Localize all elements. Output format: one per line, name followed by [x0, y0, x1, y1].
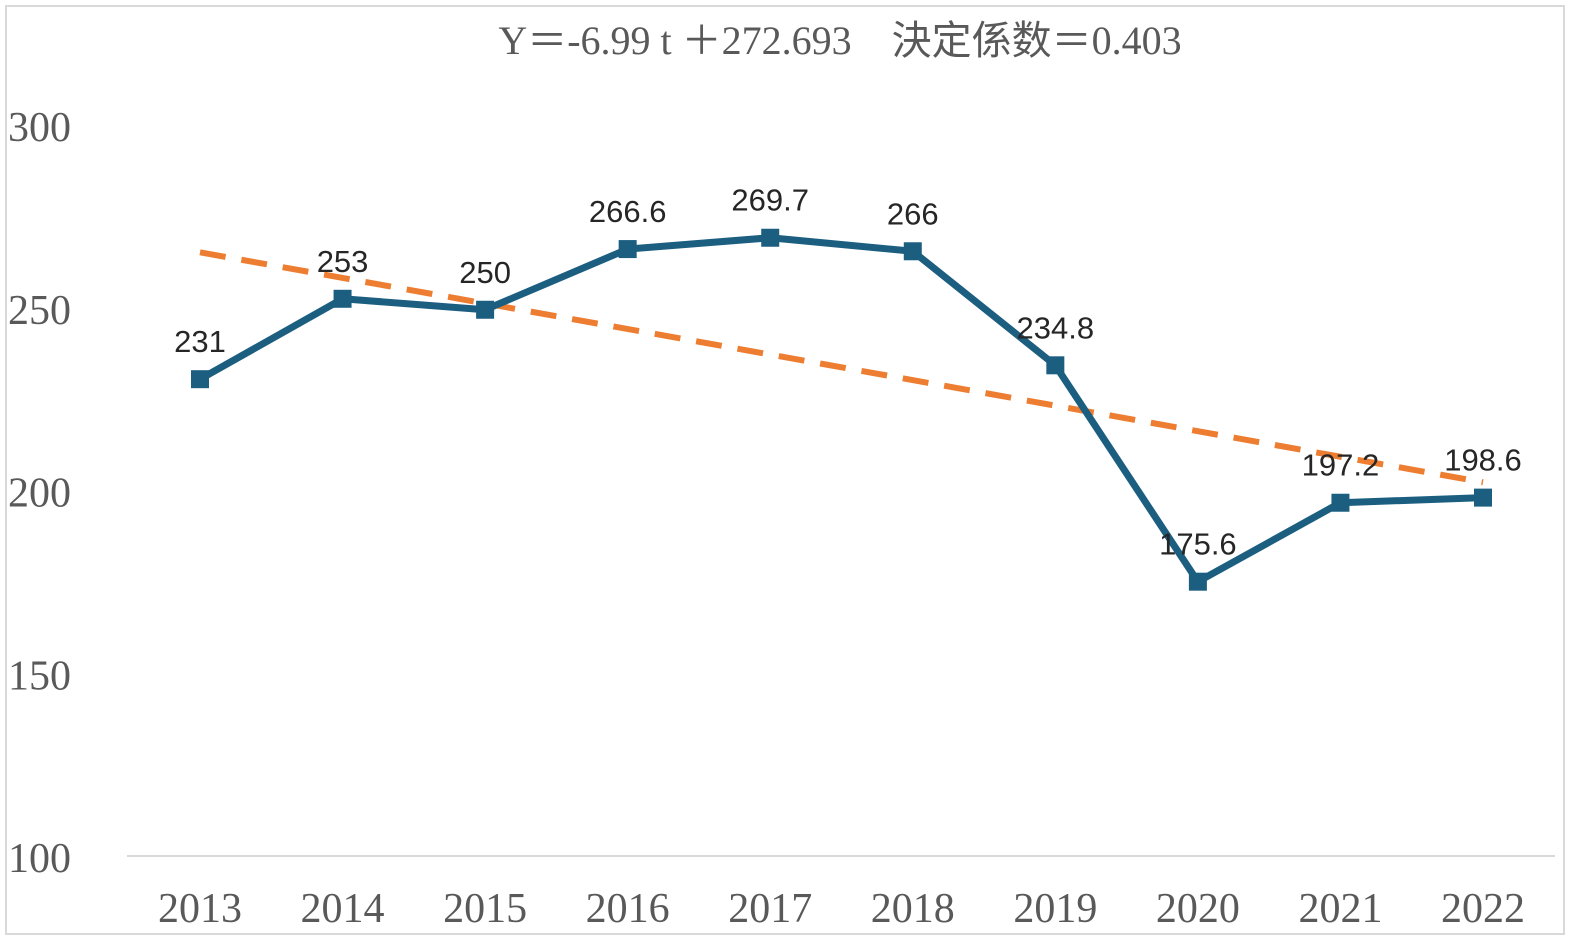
data-label: 198.6: [1444, 443, 1522, 478]
data-label: 197.2: [1302, 448, 1380, 483]
chart-border: [5, 5, 1565, 935]
y-tick-label: 200: [8, 471, 71, 517]
data-label: 266: [887, 196, 939, 231]
data-point-marker: [333, 289, 352, 308]
data-point-marker: [903, 242, 922, 261]
data-label: 250: [459, 255, 511, 290]
y-tick-label: 150: [8, 653, 71, 699]
data-label: 231: [174, 324, 226, 359]
x-tick-label: 2018: [871, 886, 955, 932]
data-point-marker: [761, 228, 780, 247]
data-point-marker: [1188, 572, 1207, 591]
data-point-marker: [476, 300, 495, 319]
x-tick-label: 2016: [586, 886, 670, 932]
data-label: 266.6: [589, 194, 667, 229]
data-label: 175.6: [1159, 527, 1237, 562]
y-tick-label: 300: [8, 105, 71, 151]
x-tick-label: 2014: [301, 886, 385, 932]
data-label: 269.7: [731, 183, 809, 218]
data-point-marker: [1474, 488, 1492, 507]
x-tick-label: 2013: [158, 886, 242, 932]
data-point-marker: [1331, 493, 1350, 512]
data-label: 234.8: [1017, 310, 1095, 345]
data-point-marker: [1046, 356, 1065, 375]
x-tick-label: 2015: [443, 886, 527, 932]
chart-title: Y＝-6.99 t ＋272.693 決定係数＝0.403: [498, 18, 1181, 63]
x-tick-label: 2020: [1156, 886, 1240, 932]
data-point-marker: [618, 240, 637, 259]
data-point-marker: [191, 370, 209, 389]
data-label: 253: [317, 244, 369, 279]
y-tick-label: 100: [8, 836, 71, 882]
x-tick-label: 2022: [1441, 886, 1525, 932]
x-tick-label: 2021: [1298, 886, 1382, 932]
y-tick-label: 250: [8, 288, 71, 334]
series-line: [198, 234, 1484, 586]
x-tick-label: 2017: [728, 886, 812, 932]
x-tick-label: 2019: [1013, 886, 1097, 932]
trendline: [199, 249, 1484, 486]
